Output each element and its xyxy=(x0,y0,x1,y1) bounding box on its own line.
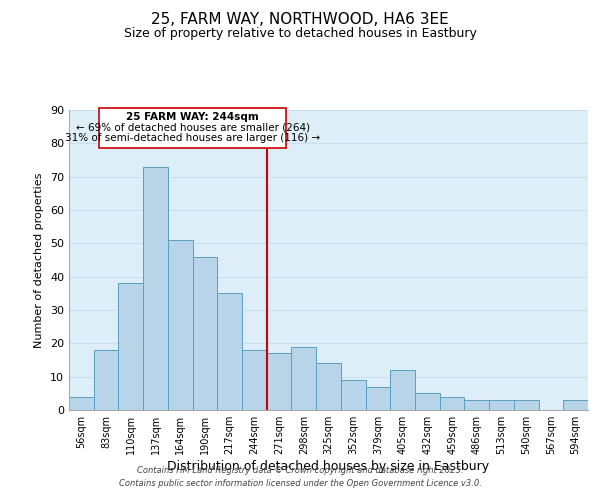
Y-axis label: Number of detached properties: Number of detached properties xyxy=(34,172,44,348)
Text: 25 FARM WAY: 244sqm: 25 FARM WAY: 244sqm xyxy=(126,112,259,122)
Bar xyxy=(193,256,217,410)
Bar xyxy=(514,400,539,410)
Bar xyxy=(94,350,118,410)
Bar xyxy=(341,380,365,410)
X-axis label: Distribution of detached houses by size in Eastbury: Distribution of detached houses by size … xyxy=(167,460,490,473)
Bar xyxy=(489,400,514,410)
FancyBboxPatch shape xyxy=(98,108,286,148)
Bar xyxy=(69,396,94,410)
Text: Size of property relative to detached houses in Eastbury: Size of property relative to detached ho… xyxy=(124,28,476,40)
Bar xyxy=(464,400,489,410)
Bar xyxy=(365,386,390,410)
Text: Contains HM Land Registry data © Crown copyright and database right 2025.
Contai: Contains HM Land Registry data © Crown c… xyxy=(119,466,481,487)
Bar xyxy=(563,400,588,410)
Bar xyxy=(415,394,440,410)
Bar xyxy=(440,396,464,410)
Bar xyxy=(316,364,341,410)
Bar xyxy=(390,370,415,410)
Text: ← 69% of detached houses are smaller (264): ← 69% of detached houses are smaller (26… xyxy=(76,122,310,132)
Bar xyxy=(118,284,143,410)
Bar xyxy=(217,294,242,410)
Bar xyxy=(292,346,316,410)
Bar xyxy=(168,240,193,410)
Text: 25, FARM WAY, NORTHWOOD, HA6 3EE: 25, FARM WAY, NORTHWOOD, HA6 3EE xyxy=(151,12,449,28)
Bar xyxy=(143,166,168,410)
Text: 31% of semi-detached houses are larger (116) →: 31% of semi-detached houses are larger (… xyxy=(65,134,320,143)
Bar xyxy=(242,350,267,410)
Bar xyxy=(267,354,292,410)
